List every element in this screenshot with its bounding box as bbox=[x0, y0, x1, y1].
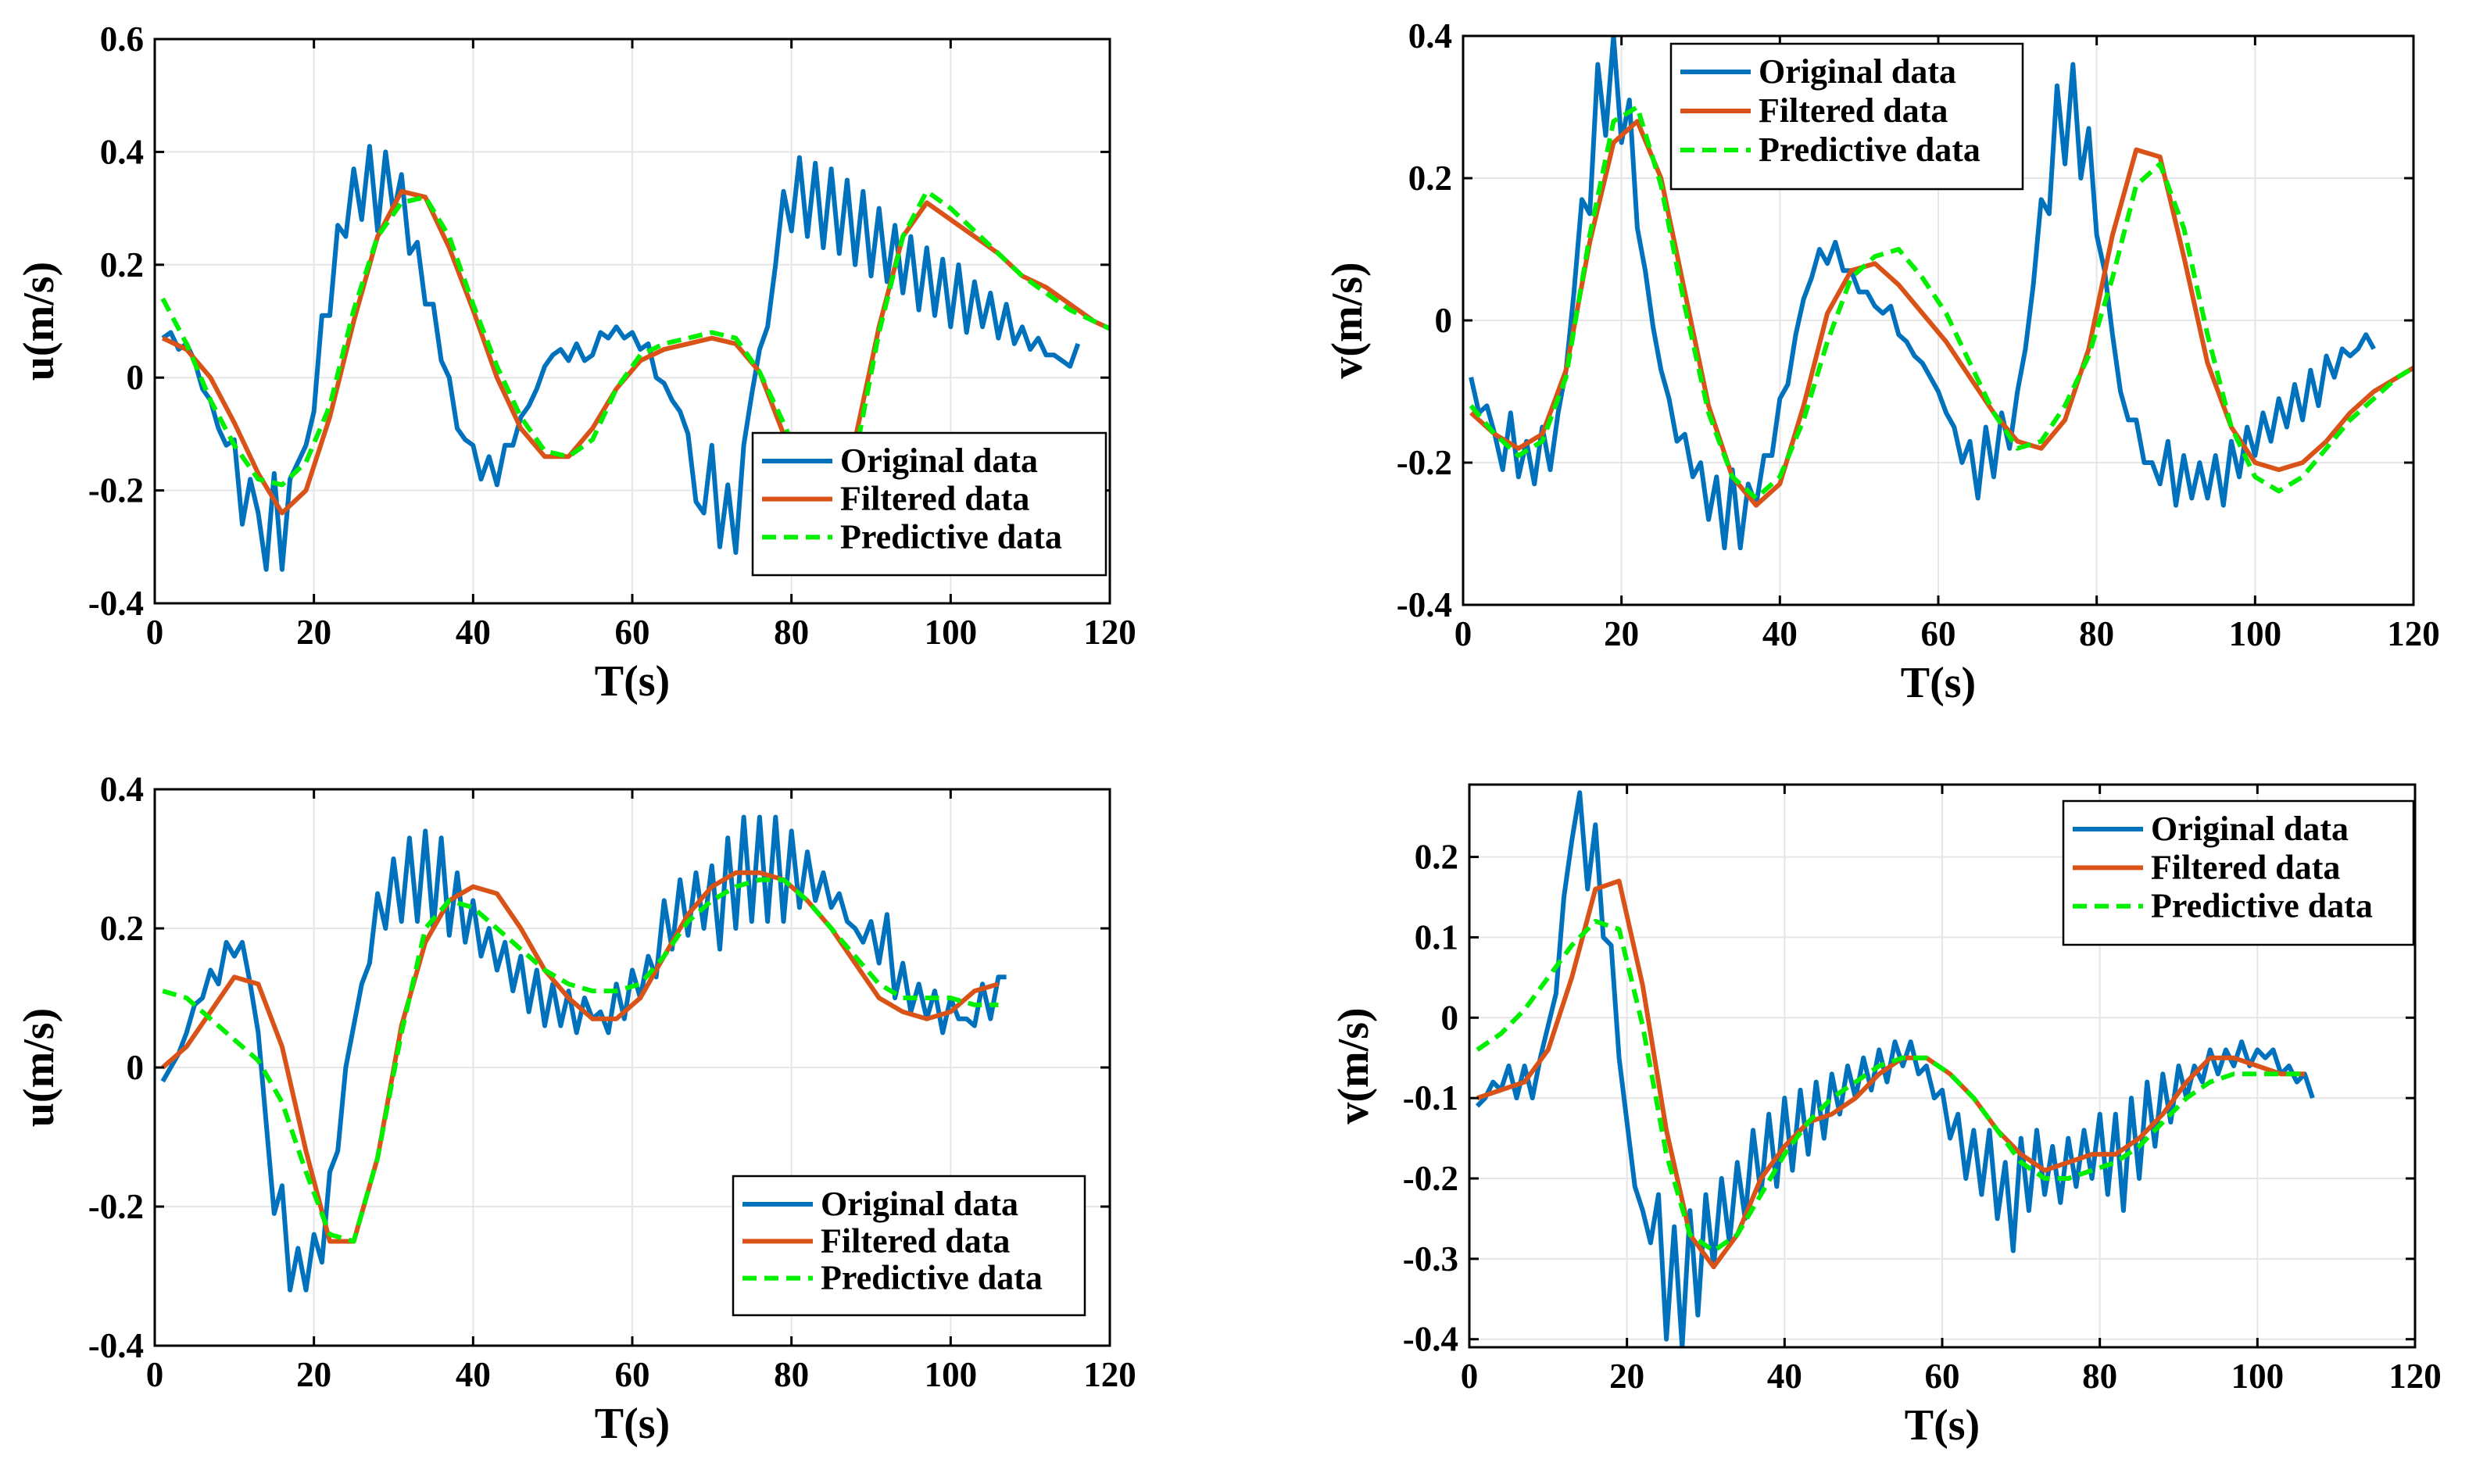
legend-label-original-data: Original data bbox=[2151, 810, 2349, 848]
x-tick-label: 20 bbox=[1604, 614, 1639, 653]
x-tick-label: 0 bbox=[1461, 1357, 1479, 1396]
x-tick-label: 80 bbox=[774, 613, 809, 652]
y-axis-label: u(m/s) bbox=[15, 1008, 63, 1127]
series-line-predictive-data bbox=[1469, 105, 2413, 501]
y-tick-label: -0.1 bbox=[1403, 1078, 1458, 1117]
y-tick-label: -0.4 bbox=[1397, 585, 1452, 624]
y-tick-label: -0.4 bbox=[1403, 1320, 1458, 1359]
chart-panel-bottom-left: 0 20 40 60 80 100 120 -0.4 -0.2 0 0.2 0.4 T(s) u(m/s)… bbox=[15, 770, 1136, 1448]
series-line-original-data bbox=[1469, 36, 2376, 551]
legend-label-original-data: Original data bbox=[840, 442, 1038, 480]
y-tick-label: 0 bbox=[1435, 301, 1453, 340]
series-line-filtered-data bbox=[1469, 119, 2413, 508]
x-tick-label: 80 bbox=[2079, 614, 2114, 653]
y-tick-label: 0.4 bbox=[1408, 16, 1452, 55]
y-tick-label: 0.6 bbox=[100, 20, 144, 59]
legend-box bbox=[751, 431, 1107, 577]
legend-label-original-data: Original data bbox=[1759, 52, 1956, 91]
x-axis-label: T(s) bbox=[595, 657, 670, 706]
series-group bbox=[1475, 790, 2315, 1347]
y-tick-label: 0.1 bbox=[1415, 917, 1458, 957]
legend-label-predictive-data: Predictive data bbox=[1759, 131, 1980, 169]
chart-panel-bottom-right: 0 20 40 60 80 100 120 -0.4 -0.3 -0.2 -0.1 0 0.1 0.2 T(… bbox=[1329, 783, 2442, 1450]
x-tick-label: 40 bbox=[456, 613, 491, 652]
x-tick-label: 0 bbox=[146, 1355, 164, 1394]
x-tick-label: 0 bbox=[146, 613, 164, 652]
y-axis-label: v(m/s) bbox=[1323, 262, 1372, 378]
x-tick-label: 0 bbox=[1454, 614, 1472, 653]
x-tick-label: 40 bbox=[1762, 614, 1798, 653]
legend-box bbox=[1669, 42, 2024, 191]
series-line-predictive-data bbox=[162, 877, 999, 1244]
legend-label-predictive-data: Predictive data bbox=[840, 517, 1062, 556]
y-tick-label: 0 bbox=[1441, 998, 1459, 1037]
series-line-filtered-data bbox=[161, 870, 1000, 1244]
x-tick-label: 120 bbox=[1083, 1355, 1136, 1394]
legend-box bbox=[732, 1175, 1086, 1317]
legend-box bbox=[2062, 799, 2415, 946]
y-tick-label: 0.2 bbox=[1408, 159, 1452, 198]
y-tick-label: -0.2 bbox=[88, 1187, 144, 1226]
legend-label-filtered-data: Filtered data bbox=[2151, 848, 2340, 886]
x-tick-label: 100 bbox=[2229, 614, 2282, 653]
x-tick-label: 40 bbox=[1767, 1357, 1802, 1396]
x-tick-label: 80 bbox=[774, 1355, 809, 1394]
y-tick-label: 0.2 bbox=[100, 245, 144, 284]
y-axis-label: u(m/s) bbox=[15, 262, 63, 381]
x-tick-label: 60 bbox=[1921, 614, 1956, 653]
y-tick-label: -0.3 bbox=[1403, 1239, 1458, 1278]
series-line-original-data bbox=[161, 144, 1081, 572]
x-tick-label: 100 bbox=[2231, 1357, 2285, 1396]
legend-label-filtered-data: Filtered data bbox=[1759, 91, 1948, 130]
chart-panel-top-right: 0 20 40 60 80 100 120 -0.4 -0.2 0 0.2 0.4 T(s) v(m/s)… bbox=[1323, 16, 2440, 707]
y-axis-label: v(m/s) bbox=[1329, 1007, 1378, 1124]
x-tick-label: 120 bbox=[2388, 1357, 2442, 1396]
y-tick-label: 0.4 bbox=[100, 770, 144, 809]
legend-label-predictive-data: Predictive data bbox=[821, 1259, 1043, 1297]
x-tick-label: 60 bbox=[615, 1355, 650, 1394]
x-tick-label: 100 bbox=[925, 1355, 978, 1394]
y-tick-label: 0.4 bbox=[100, 132, 144, 171]
y-tick-label: -0.4 bbox=[88, 1326, 144, 1365]
legend-label-original-data: Original data bbox=[821, 1185, 1018, 1223]
y-tick-label: 0 bbox=[127, 1048, 145, 1087]
x-tick-label: 20 bbox=[296, 1355, 331, 1394]
x-tick-label: 120 bbox=[1083, 613, 1136, 652]
series-line-original-data bbox=[160, 814, 1007, 1293]
series-group bbox=[160, 814, 1007, 1293]
chart-panel-top-left: 0 20 40 60 80 100 120 -0.4 -0.2 0 0.2 0.4 0.6 T(s) u(m… bbox=[15, 20, 1136, 706]
y-tick-label: -0.4 bbox=[88, 584, 144, 623]
x-tick-label: 120 bbox=[2387, 614, 2440, 653]
x-axis-label: T(s) bbox=[1905, 1401, 1980, 1450]
x-tick-label: 60 bbox=[615, 613, 650, 652]
x-tick-label: 40 bbox=[456, 1355, 491, 1394]
series-group bbox=[160, 144, 1110, 572]
x-tick-label: 60 bbox=[1925, 1357, 1960, 1396]
legend-label-filtered-data: Filtered data bbox=[821, 1221, 1010, 1260]
x-tick-label: 80 bbox=[2082, 1357, 2117, 1396]
y-tick-label: 0.2 bbox=[100, 909, 144, 948]
x-tick-label: 100 bbox=[925, 613, 978, 652]
y-tick-label: 0.2 bbox=[1415, 838, 1458, 877]
x-axis-label: T(s) bbox=[1901, 659, 1976, 707]
x-tick-label: 20 bbox=[1609, 1357, 1644, 1396]
x-axis-label: T(s) bbox=[595, 1400, 670, 1448]
series-line-predictive-data bbox=[160, 188, 1110, 516]
y-tick-label: -0.2 bbox=[1397, 443, 1452, 482]
legend-label-predictive-data: Predictive data bbox=[2151, 887, 2373, 925]
legend-label-filtered-data: Filtered data bbox=[840, 480, 1029, 518]
series-group bbox=[1469, 36, 2413, 551]
series-line-filtered-data bbox=[1476, 878, 2305, 1270]
x-tick-label: 20 bbox=[296, 613, 331, 652]
y-tick-label: -0.2 bbox=[1403, 1159, 1458, 1198]
y-tick-label: 0 bbox=[127, 358, 145, 397]
y-tick-label: -0.2 bbox=[88, 471, 144, 510]
